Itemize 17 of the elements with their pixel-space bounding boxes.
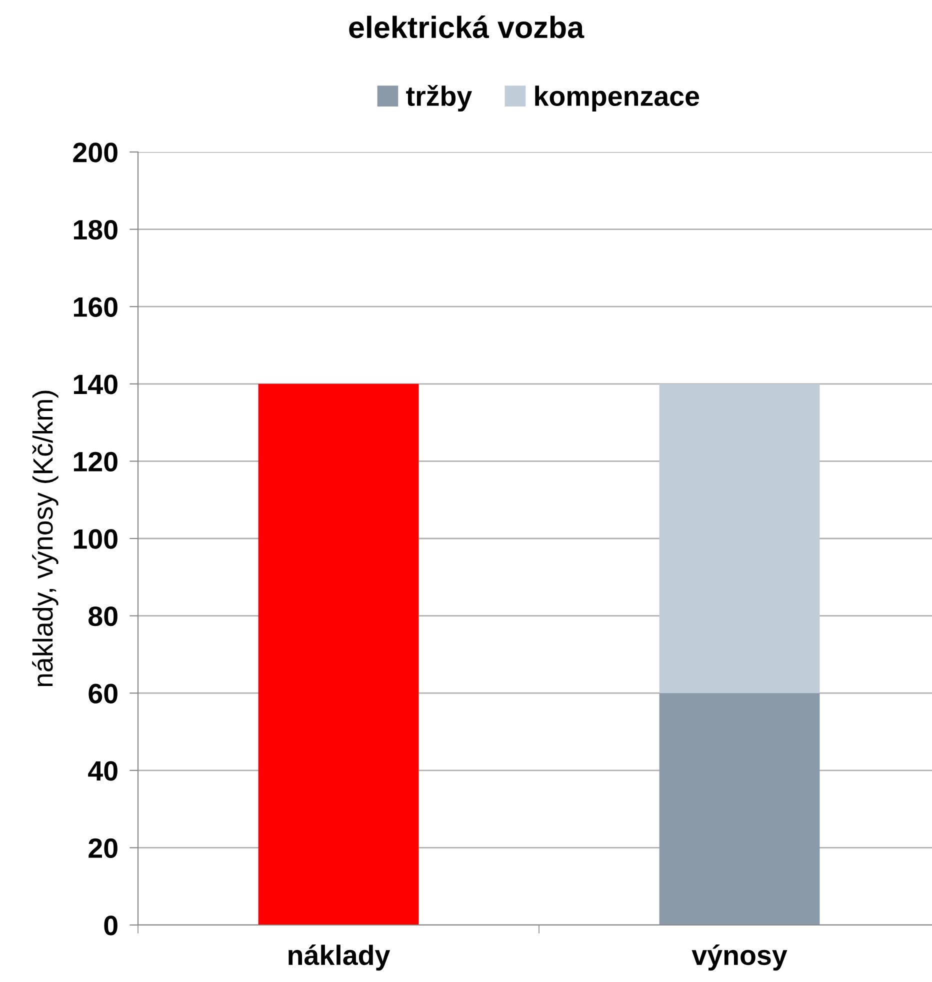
y-tick-label: 180: [74, 220, 118, 240]
legend-label: tržby: [406, 85, 472, 112]
y-axis-title: náklady, výnosy (Kč/km): [32, 390, 58, 686]
y-tick-label: 20: [88, 838, 118, 858]
y-tick-label: 0: [104, 916, 118, 936]
x-tick-label: náklady: [288, 944, 390, 971]
y-tick-label: 120: [74, 452, 118, 472]
x-tick-label: výnosy: [692, 944, 788, 971]
y-tick-label: 40: [88, 761, 118, 781]
chart-title: elektrická vozba: [349, 15, 584, 38]
y-tick-label: 160: [74, 297, 118, 317]
y-tick-label: 140: [74, 374, 118, 394]
legend-label: kompenzace: [535, 86, 700, 112]
y-tick-label: 200: [73, 142, 118, 162]
y-tick-label: 60: [88, 684, 118, 704]
y-tick-label: 80: [88, 606, 118, 626]
y-tick-label: 100: [74, 529, 118, 549]
